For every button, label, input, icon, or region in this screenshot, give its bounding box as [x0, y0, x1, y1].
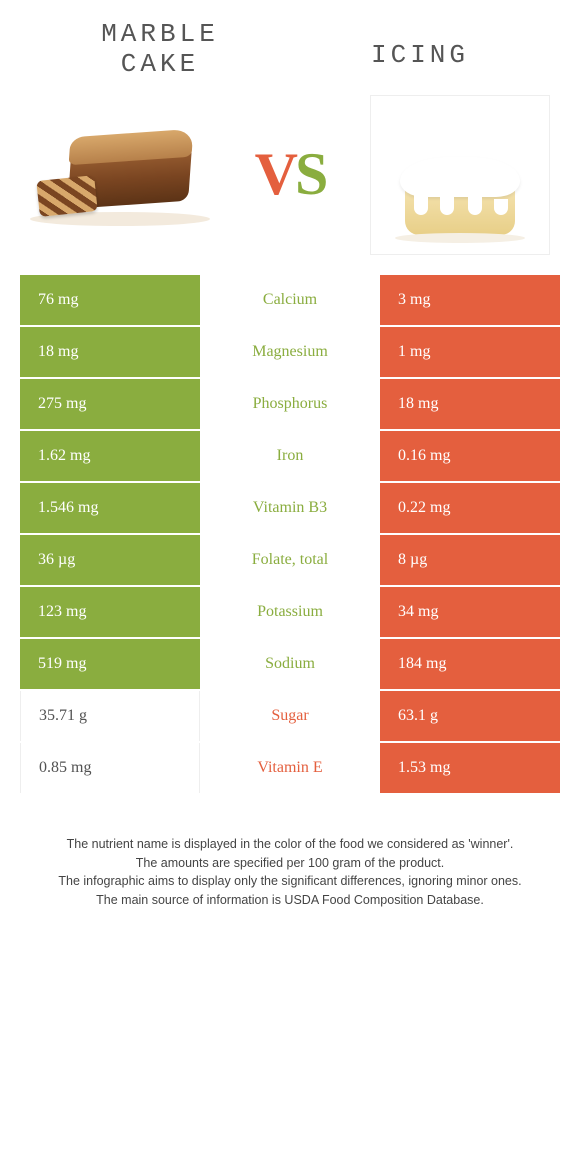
cell-right-value: 34 mg	[380, 587, 560, 637]
icing-cake-image	[360, 95, 560, 255]
cell-nutrient-label: Vitamin E	[200, 743, 380, 793]
table-row: 1.546 mgVitamin B30.22 mg	[20, 483, 560, 535]
vs-label: VS	[255, 140, 326, 209]
table-row: 35.71 gSugar63.1 g	[20, 691, 560, 743]
footer-line-3: The infographic aims to display only the…	[30, 872, 550, 891]
images-row: VS	[0, 90, 580, 275]
title-right-text: ICING	[371, 40, 469, 70]
table-row: 123 mgPotassium34 mg	[20, 587, 560, 639]
cell-nutrient-label: Calcium	[200, 275, 380, 325]
cell-left-value: 123 mg	[20, 587, 200, 637]
cell-right-value: 1.53 mg	[380, 743, 560, 793]
icing-cake-icon	[370, 95, 550, 255]
cell-right-value: 184 mg	[380, 639, 560, 689]
cell-left-value: 36 µg	[20, 535, 200, 585]
cell-nutrient-label: Sodium	[200, 639, 380, 689]
cell-left-value: 35.71 g	[20, 691, 200, 741]
title-left-line2: CAKE	[121, 49, 199, 79]
marble-cake-icon	[30, 130, 210, 220]
title-left-line1: MARBLE	[101, 19, 219, 49]
cell-nutrient-label: Vitamin B3	[200, 483, 380, 533]
cell-left-value: 1.62 mg	[20, 431, 200, 481]
cell-left-value: 275 mg	[20, 379, 200, 429]
cell-left-value: 76 mg	[20, 275, 200, 325]
cell-left-value: 1.546 mg	[20, 483, 200, 533]
cell-right-value: 63.1 g	[380, 691, 560, 741]
table-row: 18 mgMagnesium1 mg	[20, 327, 560, 379]
cell-right-value: 8 µg	[380, 535, 560, 585]
cell-nutrient-label: Potassium	[200, 587, 380, 637]
table-row: 519 mgSodium184 mg	[20, 639, 560, 691]
vs-v: V	[255, 141, 295, 207]
cell-right-value: 18 mg	[380, 379, 560, 429]
footer-line-1: The nutrient name is displayed in the co…	[30, 835, 550, 854]
cell-nutrient-label: Folate, total	[200, 535, 380, 585]
table-row: 275 mgPhosphorus18 mg	[20, 379, 560, 431]
footer-line-4: The main source of information is USDA F…	[30, 891, 550, 910]
cell-right-value: 3 mg	[380, 275, 560, 325]
table-row: 0.85 mgVitamin E1.53 mg	[20, 743, 560, 795]
cell-left-value: 18 mg	[20, 327, 200, 377]
footer: The nutrient name is displayed in the co…	[0, 795, 580, 930]
cell-left-value: 0.85 mg	[20, 743, 200, 793]
comparison-table: 76 mgCalcium3 mg18 mgMagnesium1 mg275 mg…	[20, 275, 560, 795]
cell-right-value: 0.16 mg	[380, 431, 560, 481]
cell-right-value: 0.22 mg	[380, 483, 560, 533]
cell-nutrient-label: Sugar	[200, 691, 380, 741]
cell-right-value: 1 mg	[380, 327, 560, 377]
header: MARBLE CAKE ICING	[0, 0, 580, 90]
cell-left-value: 519 mg	[20, 639, 200, 689]
table-row: 1.62 mgIron0.16 mg	[20, 431, 560, 483]
cell-nutrient-label: Iron	[200, 431, 380, 481]
footer-line-2: The amounts are specified per 100 gram o…	[30, 854, 550, 873]
marble-cake-image	[20, 95, 220, 255]
cell-nutrient-label: Magnesium	[200, 327, 380, 377]
title-left: MARBLE CAKE	[30, 20, 290, 80]
table-row: 76 mgCalcium3 mg	[20, 275, 560, 327]
title-right: ICING	[290, 29, 550, 71]
cell-nutrient-label: Phosphorus	[200, 379, 380, 429]
table-row: 36 µgFolate, total8 µg	[20, 535, 560, 587]
vs-s: S	[295, 141, 325, 207]
